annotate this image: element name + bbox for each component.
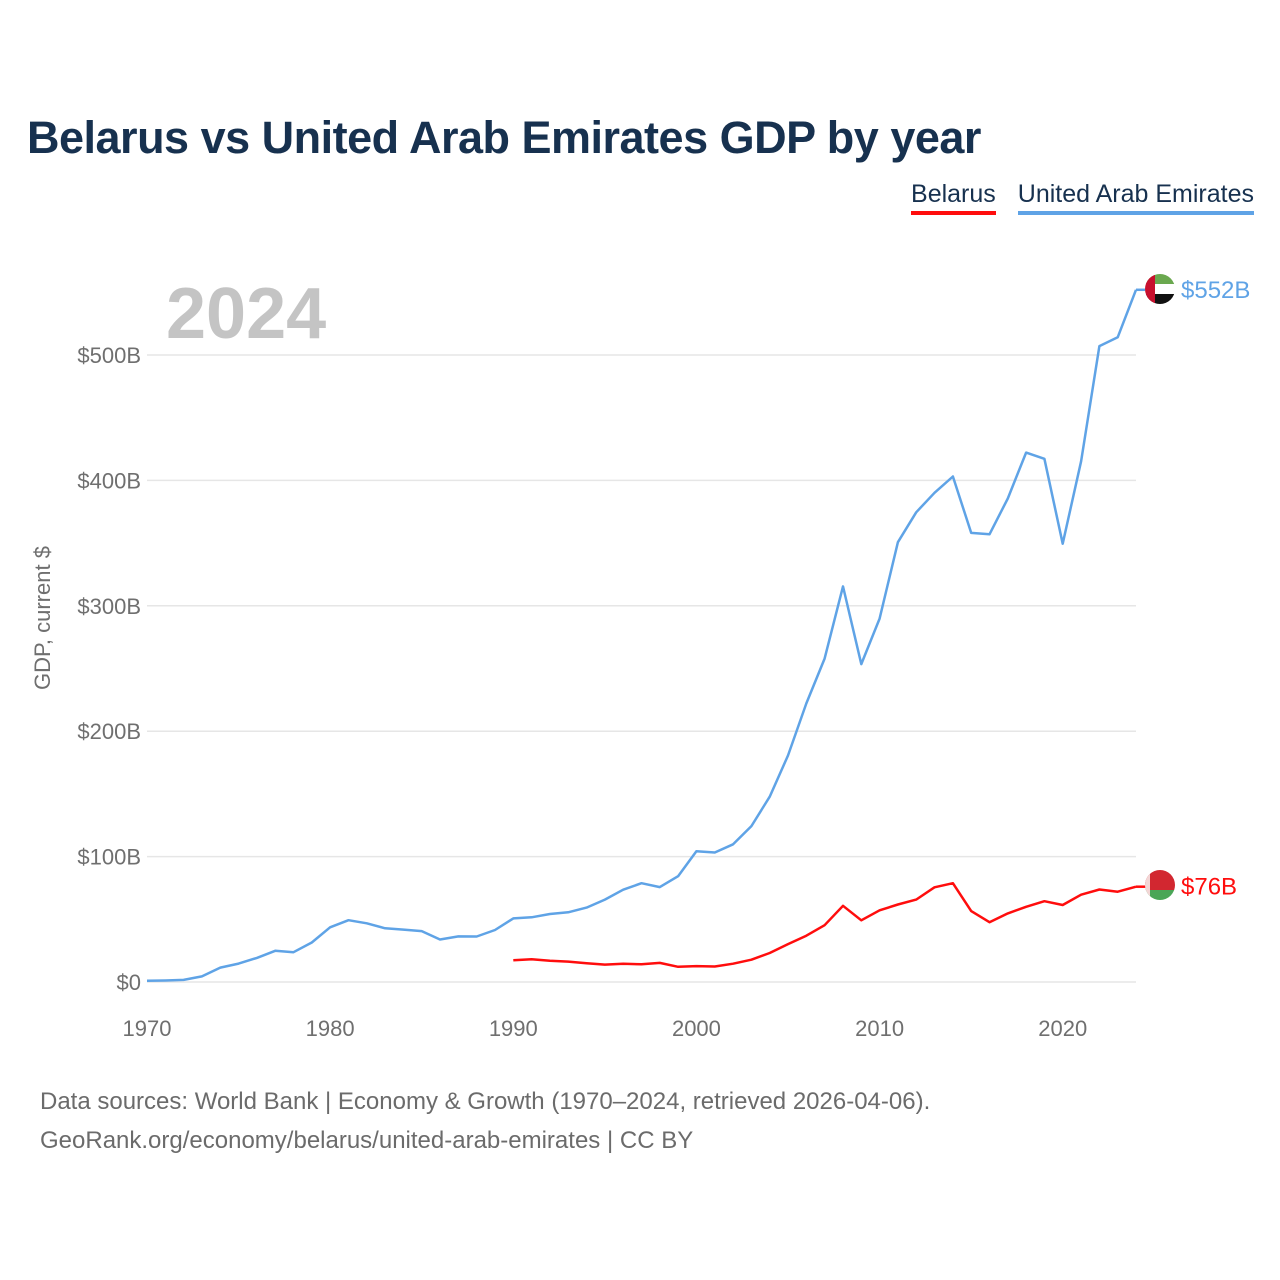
uae-flag-icon: [1145, 274, 1175, 304]
y-tick-label: $500B: [77, 343, 141, 368]
x-tick-label: 1990: [489, 1016, 538, 1041]
x-tick-label: 2000: [672, 1016, 721, 1041]
y-tick-label: $100B: [77, 845, 141, 870]
x-tick-label: 1970: [123, 1016, 172, 1041]
chart-title: Belarus vs United Arab Emirates GDP by y…: [27, 112, 981, 163]
y-tick-label: $400B: [77, 468, 141, 493]
source-url-text: GeoRank.org/economy/belarus/united-arab-…: [40, 1127, 694, 1154]
end-value-label-united-arab-emirates: $552B: [1181, 277, 1250, 304]
legend: Belarus United Arab Emirates: [911, 180, 1254, 215]
y-axis-label: GDP, current $: [30, 546, 55, 690]
y-tick-label: $200B: [77, 719, 141, 744]
current-year-label: 2024: [166, 274, 326, 354]
x-tick-label: 2020: [1038, 1016, 1087, 1041]
series-line-belarus: [513, 881, 1137, 969]
footer: Data sources: World Bank | Economy & Gro…: [40, 1082, 930, 1160]
data-source-text: Data sources: World Bank | Economy & Gro…: [40, 1088, 931, 1115]
x-tick-label: 1980: [306, 1016, 355, 1041]
x-tick-label: 2010: [855, 1016, 904, 1041]
y-tick-label: $300B: [77, 594, 141, 619]
x-axis-ticks: 1970 1980 1990 2000 2010 2020: [123, 1016, 1088, 1041]
y-axis-ticks: $0 $100B $200B $300B $400B $500B: [77, 343, 141, 995]
y-tick-label: $0: [117, 970, 141, 995]
gridlines: [147, 354, 1136, 983]
series-lines: [146, 288, 1148, 982]
belarus-flag-icon: [1145, 870, 1175, 900]
series-line-united-arab-emirates: [146, 289, 1138, 982]
end-value-label-belarus: $76B: [1181, 874, 1237, 901]
legend-item-united-arab-emirates[interactable]: United Arab Emirates: [1017, 180, 1254, 215]
legend-item-belarus[interactable]: Belarus: [911, 180, 996, 215]
end-labels: $552B $76B: [1181, 277, 1250, 901]
